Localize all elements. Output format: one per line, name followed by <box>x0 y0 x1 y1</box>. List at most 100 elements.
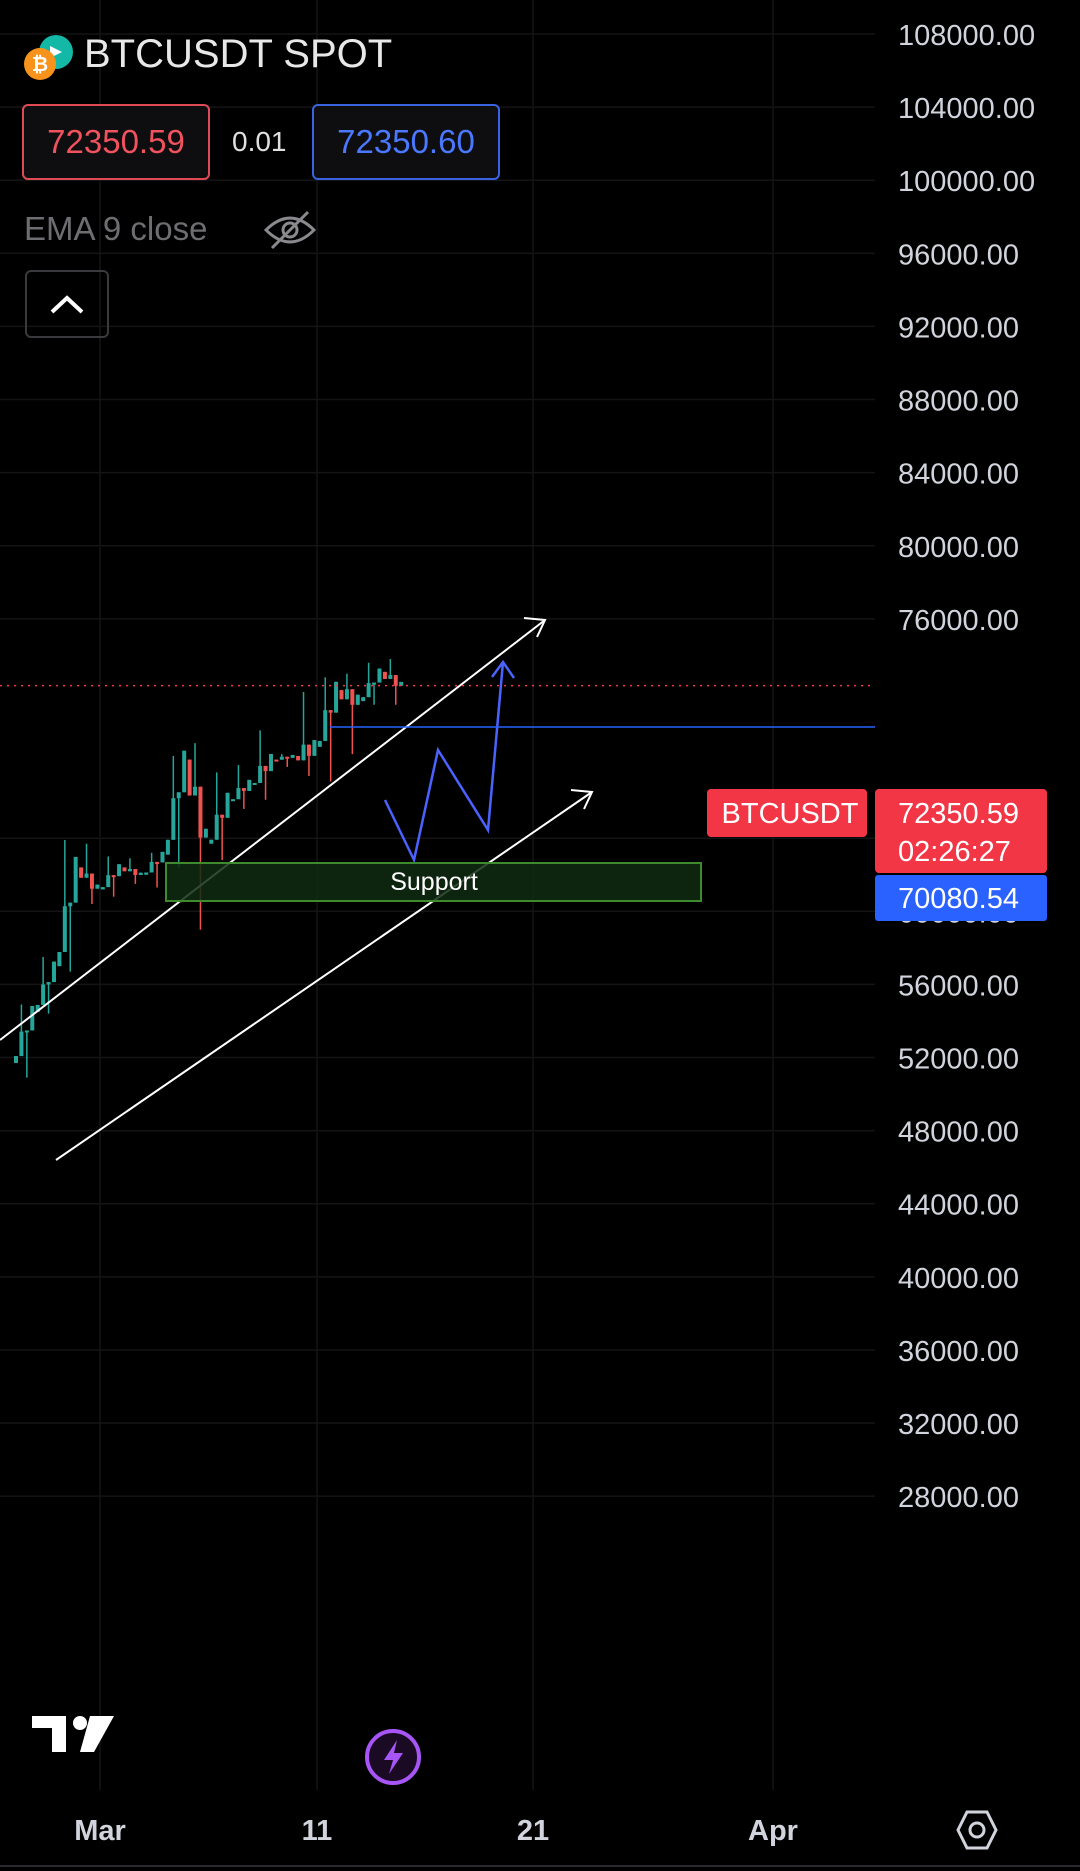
candle-body <box>193 786 198 796</box>
candle-body <box>68 902 73 907</box>
candle-body <box>301 744 306 761</box>
candle-body <box>14 1056 18 1063</box>
candle-body <box>149 861 154 873</box>
candle-body <box>279 756 284 760</box>
candle-body <box>306 744 311 756</box>
candle-body <box>176 792 181 799</box>
candle-body <box>317 740 322 747</box>
candle-body <box>399 681 404 686</box>
candle-body <box>35 1004 40 1012</box>
candle-body <box>290 754 295 758</box>
candle-body <box>73 856 78 903</box>
x-tick-label[interactable]: Mar <box>74 1815 126 1847</box>
projection-arrowhead <box>490 659 516 679</box>
candle-body <box>241 788 246 791</box>
candle-body <box>30 1005 35 1031</box>
candle-body <box>372 682 377 685</box>
y-tick-label: 28000.00 <box>898 1482 1019 1514</box>
candle-body <box>268 754 273 772</box>
symbol-title[interactable]: BTCUSDT SPOT <box>84 32 393 76</box>
symbol-price-tag <box>707 789 867 837</box>
candle-body <box>344 689 349 700</box>
y-tick-label: 92000.00 <box>898 312 1019 344</box>
candle-body <box>252 782 257 785</box>
candle-body <box>366 683 371 698</box>
candle-body <box>155 861 160 864</box>
candle-body <box>79 867 84 878</box>
y-tick-label: 80000.00 <box>898 532 1019 564</box>
y-tick-label: 56000.00 <box>898 970 1019 1002</box>
y-tick-label: 40000.00 <box>898 1263 1019 1295</box>
candle-body <box>209 839 214 844</box>
candle-body <box>350 689 355 705</box>
candle-body <box>355 694 360 705</box>
candle-body <box>127 869 132 872</box>
candle-body <box>84 873 89 878</box>
support-zone[interactable] <box>165 862 702 902</box>
candle-body <box>46 982 51 985</box>
support-label: Support <box>390 868 478 896</box>
candle-body <box>19 1031 24 1057</box>
sell-button[interactable]: 72350.59 <box>22 104 210 180</box>
candle-body <box>182 750 187 793</box>
x-tick-label[interactable]: 21 <box>517 1815 549 1847</box>
settings-icon[interactable] <box>956 1808 998 1852</box>
y-tick-label: 36000.00 <box>898 1336 1019 1368</box>
candle-body <box>187 759 192 796</box>
y-tick-label: 96000.00 <box>898 239 1019 271</box>
candle-body <box>160 851 165 863</box>
buy-button[interactable]: 72350.60 <box>312 104 500 180</box>
candle-body <box>89 873 94 889</box>
eye-off-icon[interactable] <box>262 208 318 252</box>
candle-body <box>62 906 67 952</box>
bitcoin-icon: ₿ <box>24 35 73 80</box>
candle-body <box>361 697 366 702</box>
last-price-value: 72350.59 <box>898 798 1019 830</box>
candle-body <box>95 884 100 889</box>
indicator-label[interactable]: EMA 9 close <box>24 210 208 247</box>
candle-body <box>285 756 290 759</box>
candle-body <box>100 887 105 890</box>
y-tick-label: 88000.00 <box>898 386 1019 418</box>
candle-body <box>122 867 127 872</box>
support-overlay: Support <box>165 862 702 902</box>
channel-upper-line[interactable] <box>0 619 546 1041</box>
channel-upper-arrowhead <box>523 617 547 638</box>
projection-path[interactable] <box>383 661 505 864</box>
lightning-icon[interactable] <box>364 1728 422 1786</box>
x-tick-label[interactable]: Apr <box>748 1815 798 1847</box>
channel-lower-line[interactable] <box>55 791 593 1161</box>
candle-body <box>247 779 252 791</box>
candle-body <box>225 792 230 818</box>
candle-body <box>57 951 62 967</box>
candle-body <box>393 675 398 686</box>
candle-body <box>133 869 138 875</box>
chevron-up-icon <box>50 295 84 314</box>
candle-body <box>231 799 235 802</box>
candle-body <box>220 814 225 818</box>
drawings <box>0 617 594 1161</box>
candle-body <box>51 961 56 983</box>
candle-body <box>24 1030 29 1033</box>
x-axis: Mar 11 21 Apr <box>74 1815 798 1847</box>
symbol-price-tag-text: BTCUSDT <box>722 798 859 830</box>
y-tick-label: 48000.00 <box>898 1117 1019 1149</box>
candle-body <box>214 814 219 840</box>
svg-text:₿: ₿ <box>32 54 48 76</box>
candle-body <box>328 710 333 713</box>
y-tick-label: 52000.00 <box>898 1044 1019 1076</box>
collapse-legend-button[interactable] <box>25 270 109 338</box>
tradingview-logo-icon[interactable] <box>30 1710 118 1758</box>
y-tick-label: 108000.00 <box>898 20 1035 52</box>
candle-body <box>117 864 122 877</box>
candle-body <box>377 668 382 683</box>
x-tick-label[interactable]: 11 <box>302 1815 333 1847</box>
candle-body <box>382 671 387 679</box>
candle-body <box>323 710 328 741</box>
candle-body <box>296 755 301 761</box>
candle-body <box>258 765 263 783</box>
last-price-tag <box>875 789 1047 873</box>
candle-body <box>138 872 143 875</box>
spread-value: 0.01 <box>232 126 287 157</box>
